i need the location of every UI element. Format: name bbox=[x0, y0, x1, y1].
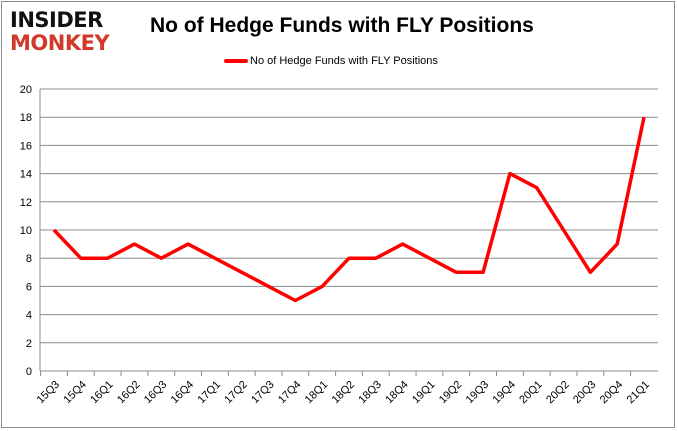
legend-label: No of Hedge Funds with FLY Positions bbox=[250, 55, 438, 67]
chart-title: No of Hedge Funds with FLY Positions bbox=[150, 14, 534, 37]
x-tick-label: 17Q4 bbox=[276, 379, 304, 407]
x-tick-label: 17Q3 bbox=[249, 379, 277, 407]
logo-line1: INSIDER bbox=[10, 8, 103, 32]
x-tick-label: 16Q4 bbox=[169, 379, 197, 407]
y-tick-label: 2 bbox=[26, 338, 32, 350]
legend: No of Hedge Funds with FLY Positions bbox=[224, 55, 438, 67]
x-tick-label: 18Q2 bbox=[330, 379, 358, 407]
x-tick-label: 20Q2 bbox=[544, 379, 572, 407]
y-tick-label: 4 bbox=[26, 310, 32, 322]
x-tick-label: 19Q2 bbox=[437, 379, 465, 407]
x-tick-label: 20Q4 bbox=[598, 379, 626, 407]
y-tick-label: 0 bbox=[26, 366, 32, 378]
x-tick-label: 17Q1 bbox=[196, 379, 224, 407]
x-tick-label: 20Q1 bbox=[517, 379, 545, 407]
x-tick-label: 21Q1 bbox=[625, 379, 653, 407]
x-tick-label: 18Q3 bbox=[356, 379, 384, 407]
x-tick-label: 15Q4 bbox=[61, 379, 89, 407]
x-tick-label: 15Q3 bbox=[35, 379, 63, 407]
y-tick-label: 6 bbox=[26, 281, 32, 293]
y-tick-label: 20 bbox=[20, 84, 32, 96]
x-tick-label: 17Q2 bbox=[222, 379, 250, 407]
x-tick-label: 20Q3 bbox=[571, 379, 599, 407]
y-tick-label: 18 bbox=[20, 112, 32, 124]
legend-swatch bbox=[224, 59, 248, 63]
x-tick-label: 19Q4 bbox=[491, 379, 519, 407]
y-tick-label: 12 bbox=[20, 197, 32, 209]
y-tick-label: 8 bbox=[26, 253, 32, 265]
logo-line2: MONKEY bbox=[10, 31, 110, 55]
x-tick-label: 16Q2 bbox=[115, 379, 143, 407]
y-tick-label: 14 bbox=[20, 169, 32, 181]
y-tick-label: 16 bbox=[20, 140, 32, 152]
x-tick-label: 18Q4 bbox=[383, 379, 411, 407]
x-tick-label: 18Q1 bbox=[303, 379, 331, 407]
insider-monkey-logo: INSIDER MONKEY bbox=[10, 8, 128, 56]
series-line bbox=[52, 116, 646, 303]
x-tick-label: 19Q3 bbox=[464, 379, 492, 407]
x-tick-label: 19Q1 bbox=[410, 379, 438, 407]
x-tick-label: 16Q3 bbox=[142, 379, 170, 407]
y-tick-label: 10 bbox=[20, 225, 32, 237]
x-tick-label: 16Q1 bbox=[88, 379, 116, 407]
